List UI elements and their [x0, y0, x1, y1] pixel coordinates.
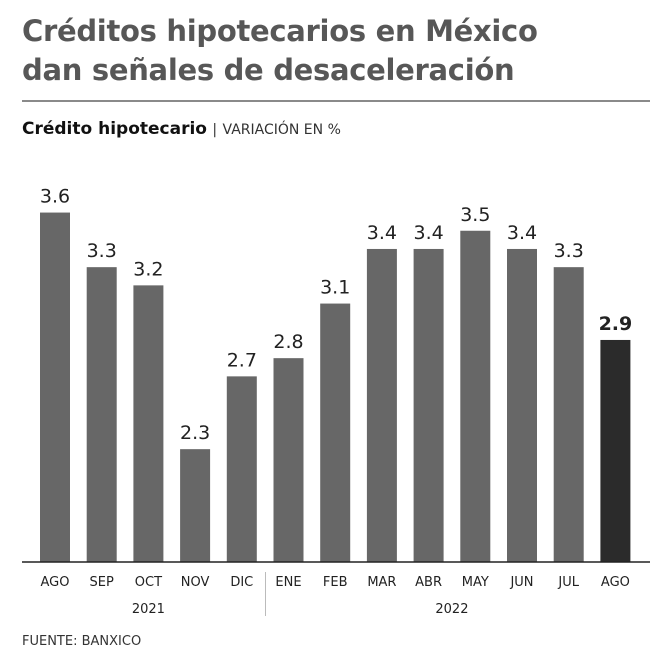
x-tick-label: FEB: [323, 575, 348, 590]
title-line-2: dan señales de desaceleración: [22, 53, 515, 87]
data-label: 3.2: [133, 258, 163, 280]
bar: [226, 376, 257, 562]
x-tick-label: DIC: [230, 575, 253, 590]
source-note: FUENTE: BANXICO: [22, 634, 142, 649]
x-tick-label: JUN: [509, 575, 533, 590]
chart-subtitle: Crédito hipotecario | VARIACIÓN EN %: [22, 119, 341, 139]
data-label: 3.4: [507, 222, 537, 244]
title-divider: [22, 100, 650, 102]
title-line-1: Créditos hipotecarios en México: [22, 14, 538, 48]
data-label: 2.3: [180, 422, 210, 444]
subtitle-label: Crédito hipotecario: [22, 119, 207, 139]
data-label: 3.4: [367, 222, 397, 244]
data-label: 2.8: [273, 331, 303, 353]
data-label: 3.3: [87, 240, 117, 262]
bar: [460, 230, 491, 562]
data-label: 3.3: [554, 240, 584, 262]
x-tick-label: AGO: [41, 575, 70, 590]
bar: [366, 248, 397, 562]
x-tick-label: ENE: [275, 575, 301, 590]
bar: [40, 212, 70, 562]
x-tick-label: NOV: [181, 575, 210, 590]
bar: [320, 303, 351, 562]
x-tick-label: AGO: [601, 575, 630, 590]
x-tick-label: JUL: [557, 575, 579, 590]
bar: [413, 248, 444, 562]
bar: [180, 449, 211, 562]
year-label: 2022: [435, 602, 468, 617]
data-label: 2.7: [227, 349, 257, 371]
year-label: 2021: [132, 602, 165, 617]
data-label: 3.1: [320, 277, 350, 299]
x-tick-label: SEP: [90, 575, 114, 590]
bar: [600, 339, 631, 562]
bar: [273, 358, 304, 562]
chart-title: Créditos hipotecarios en México dan seña…: [22, 12, 538, 90]
bar: [86, 267, 117, 562]
data-label: 2.9: [599, 313, 633, 335]
x-tick-label: ABR: [415, 575, 442, 590]
bar: [133, 285, 164, 562]
data-label: 3.5: [460, 204, 490, 226]
x-tick-label: MAY: [462, 575, 489, 590]
bar: [507, 248, 537, 562]
subtitle-unit: VARIACIÓN EN %: [222, 122, 341, 138]
x-tick-label: MAR: [367, 575, 396, 590]
bar: [553, 267, 584, 562]
data-label: 3.6: [40, 186, 70, 208]
subtitle-separator: |: [212, 122, 218, 138]
x-tick-label: OCT: [135, 575, 162, 590]
data-label: 3.4: [413, 222, 443, 244]
